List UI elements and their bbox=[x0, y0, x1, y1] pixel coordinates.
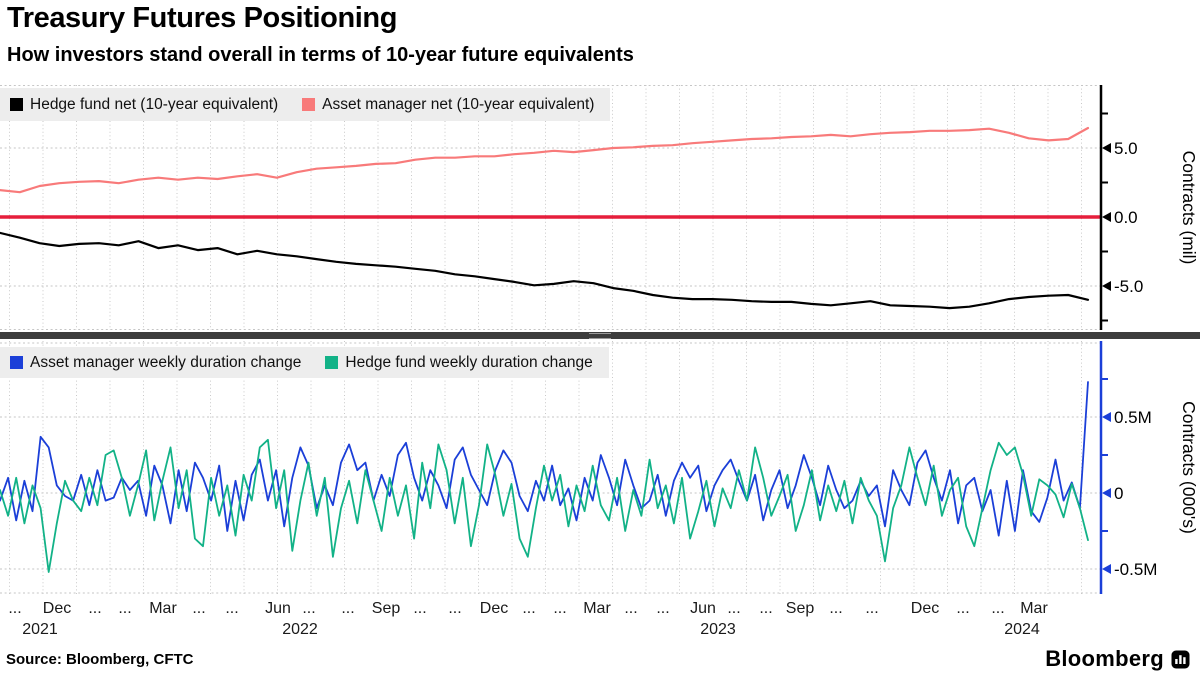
x-tick-label: ... bbox=[341, 600, 355, 617]
top-legend: Hedge fund net (10-year equivalent) Asse… bbox=[0, 88, 611, 121]
x-tick-label: Dec bbox=[42, 600, 72, 617]
x-tick-label: ... bbox=[956, 600, 970, 617]
series-line bbox=[0, 381, 1089, 537]
x-tick-label: Mar bbox=[149, 600, 177, 617]
x-tick-label: ... bbox=[225, 600, 239, 617]
legend-label: Asset manager weekly duration change bbox=[30, 353, 302, 371]
x-tick-label: ... bbox=[553, 600, 567, 617]
y-tick-label: 5.0 bbox=[1114, 139, 1138, 158]
x-tick-label: ... bbox=[624, 600, 638, 617]
legend-item-hedge-fund-net[interactable]: Hedge fund net (10-year equivalent) bbox=[10, 96, 278, 114]
y-tick-label: 0.5M bbox=[1114, 408, 1152, 427]
x-tick-label: ... bbox=[118, 600, 132, 617]
divider-grip-icon bbox=[589, 333, 611, 339]
x-tick-label: ... bbox=[727, 600, 741, 617]
x-tick-label: ... bbox=[991, 600, 1005, 617]
x-year-label: 2023 bbox=[700, 621, 736, 638]
x-tick-label: ... bbox=[413, 600, 427, 617]
x-year-label: 2024 bbox=[1004, 621, 1040, 638]
x-tick-label: ... bbox=[865, 600, 879, 617]
x-tick-label: Jun bbox=[265, 600, 291, 617]
bloomberg-wordmark: Bloomberg bbox=[1045, 646, 1164, 671]
y-tick-label: 0 bbox=[1114, 484, 1123, 503]
legend-item-hedge-fund-duration[interactable]: Hedge fund weekly duration change bbox=[325, 353, 593, 372]
series-line bbox=[0, 438, 1089, 573]
x-tick-label: Mar bbox=[1020, 600, 1048, 617]
legend-item-asset-manager-duration[interactable]: Asset manager weekly duration change bbox=[10, 354, 301, 372]
asset-manager-net-swatch-icon bbox=[302, 98, 316, 111]
top-panel-chart: 5.0 0.0 -5.0 Contracts (mil) bbox=[0, 85, 1199, 330]
x-tick-label: ... bbox=[88, 600, 102, 617]
x-tick-label: ... bbox=[759, 600, 773, 617]
bloomberg-logo-icon bbox=[1171, 650, 1190, 668]
legend-label: Hedge fund net (10-year equivalent) bbox=[30, 95, 279, 113]
bottom-legend: Asset manager weekly duration change Hed… bbox=[0, 347, 609, 378]
legend-label: Hedge fund weekly duration change bbox=[345, 353, 593, 371]
y-tick-label: -0.5M bbox=[1114, 560, 1157, 579]
x-tick-label: ... bbox=[448, 600, 462, 617]
x-year-label: 2022 bbox=[282, 621, 318, 638]
legend-label: Asset manager net (10-year equivalent) bbox=[322, 95, 595, 113]
hedge-fund-duration-swatch-icon bbox=[325, 356, 339, 369]
bottom-panel-chart: 0.5M 0 -0.5M Contracts (000's) bbox=[0, 341, 1199, 594]
x-tick-label: ... bbox=[522, 600, 536, 617]
x-tick-label: ... bbox=[829, 600, 843, 617]
y-axis-title: Contracts (000's) bbox=[1179, 401, 1199, 534]
x-tick-label: ... bbox=[192, 600, 206, 617]
panel-resize-divider[interactable] bbox=[0, 332, 1200, 339]
x-tick-label: ... bbox=[302, 600, 316, 617]
x-tick-label: ... bbox=[8, 600, 22, 617]
x-tick-label: Mar bbox=[583, 600, 611, 617]
x-tick-label: Sep bbox=[785, 600, 815, 617]
y-tick-label: -5.0 bbox=[1114, 277, 1143, 296]
legend-item-asset-manager-net[interactable]: Asset manager net (10-year equivalent) bbox=[302, 96, 594, 114]
source-credit: Source: Bloomberg, CFTC bbox=[6, 651, 194, 668]
y-axis-title: Contracts (mil) bbox=[1179, 151, 1199, 265]
x-tick-label: Jun bbox=[690, 600, 716, 617]
series-line bbox=[0, 126, 1090, 194]
x-tick-label: ... bbox=[656, 600, 670, 617]
x-tick-label: Sep bbox=[371, 600, 401, 617]
y-tick-label: 0.0 bbox=[1114, 208, 1138, 227]
bloomberg-brand: Bloomberg bbox=[1045, 646, 1190, 672]
page-subtitle: How investors stand overall in terms of … bbox=[7, 44, 634, 66]
series-line bbox=[0, 231, 1090, 310]
hedge-fund-net-swatch-icon bbox=[10, 98, 23, 111]
x-tick-label: Dec bbox=[479, 600, 509, 617]
page-title: Treasury Futures Positioning bbox=[7, 2, 398, 34]
asset-manager-duration-swatch-icon bbox=[10, 356, 23, 369]
x-year-label: 2021 bbox=[22, 621, 58, 638]
x-tick-label: Dec bbox=[910, 600, 940, 617]
